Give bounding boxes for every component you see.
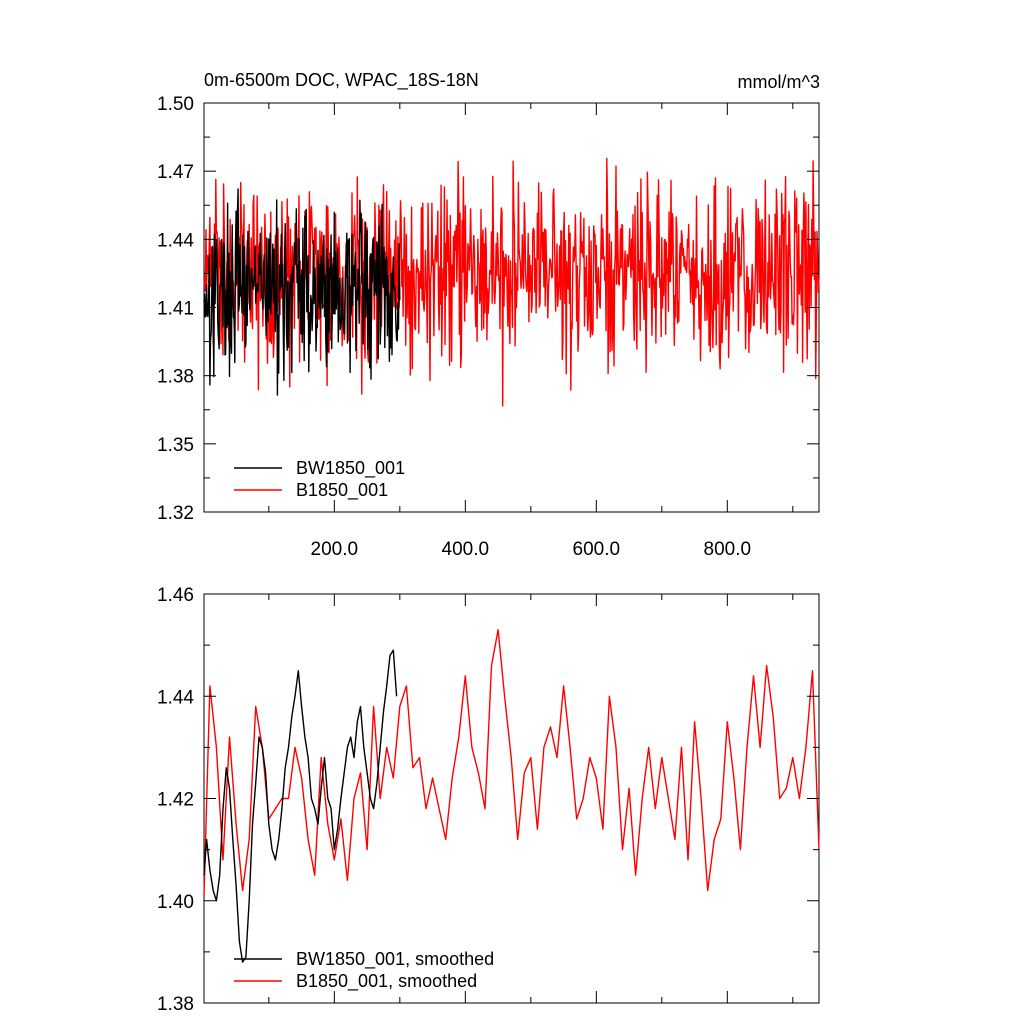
bottom-plot-ticks: 1.46 1.44 1.42 1.40 1.38: [157, 585, 819, 1015]
top-y-tick-label: 1.50: [157, 94, 194, 115]
top-series-line-1: [203, 188, 401, 396]
top-y-tick-label: 1.38: [157, 367, 194, 388]
chart-units: mmol/m^3: [738, 72, 820, 92]
bottom-series-line-2: [203, 629, 820, 896]
bottom-legend-label: B1850_001, smoothed: [296, 971, 477, 992]
top-x-tick-label: 800.0: [704, 539, 752, 560]
bottom-y-tick-label: 1.44: [157, 687, 194, 708]
top-y-tick-label: 1.32: [157, 503, 194, 524]
top-legend-label: B1850_001: [296, 480, 388, 501]
bottom-series-line-1: [203, 649, 398, 963]
top-y-tick-label: 1.41: [157, 299, 194, 320]
top-plot-ticks: 1.50 1.47 1.44 1.41 1.38 1.35 1.32 200.0 400.0 60…: [157, 94, 819, 560]
top-y-tick-label: 1.47: [157, 162, 194, 183]
top-legend-label: BW1850_001: [296, 458, 405, 479]
top-y-tick-label: 1.35: [157, 435, 194, 456]
bottom-y-tick-label: 1.40: [157, 892, 194, 913]
top-plot-series: [203, 157, 820, 407]
bottom-y-tick-label: 1.42: [157, 790, 194, 811]
chart-title: 0m-6500m DOC, WPAC_18S-18N: [204, 70, 479, 91]
top-x-tick-label: 400.0: [442, 539, 490, 560]
bottom-y-tick-label: 1.46: [157, 585, 194, 606]
bottom-legend-label: BW1850_001, smoothed: [296, 949, 494, 970]
top-series-line-2: [203, 157, 820, 407]
bottom-y-tick-label: 1.38: [157, 994, 194, 1015]
bottom-plot-frame: [203, 593, 820, 1004]
top-x-tick-label: 200.0: [311, 539, 359, 560]
top-x-tick-label: 600.0: [573, 539, 621, 560]
bottom-plot-series: [203, 629, 820, 963]
top-y-tick-label: 1.44: [157, 230, 194, 251]
